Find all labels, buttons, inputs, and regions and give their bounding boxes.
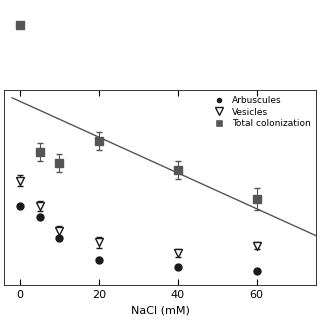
Legend: Arbuscules, Vesicles, Total colonization: Arbuscules, Vesicles, Total colonization (209, 95, 311, 129)
X-axis label: NaCl (mM): NaCl (mM) (131, 306, 189, 316)
